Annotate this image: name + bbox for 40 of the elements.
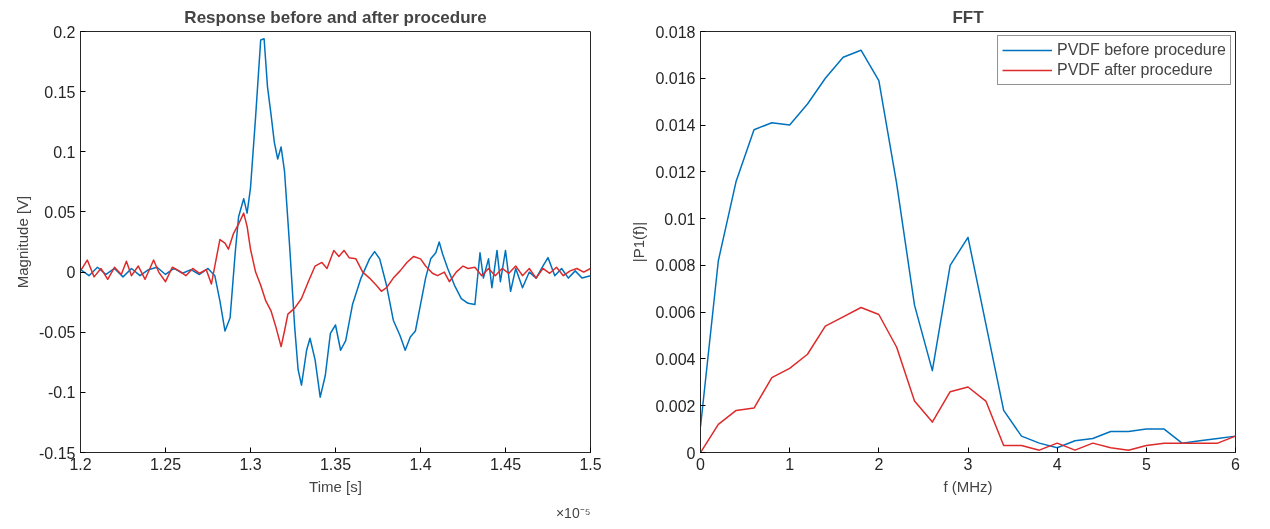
- legend-label: PVDF before procedure: [1057, 41, 1226, 59]
- x-tick-label: 1.25: [149, 455, 182, 473]
- y-tick-label: 0.012: [655, 163, 696, 181]
- x-tick-label: 3: [963, 455, 973, 473]
- y-tick-label: 0.002: [655, 397, 696, 415]
- x-tick-label: 1.5: [579, 455, 602, 473]
- y-axis-title: |P1(f)|: [630, 221, 648, 263]
- y-tick-label: 0: [66, 264, 76, 282]
- x-tick-label: 4: [1052, 455, 1062, 473]
- y-tick-label: -0.05: [39, 324, 76, 342]
- y-tick-label: 0.2: [53, 23, 76, 41]
- legend-label: PVDF after procedure: [1057, 61, 1213, 79]
- y-tick-label: -0.1: [47, 384, 76, 402]
- y-tick-label: 0.004: [655, 350, 696, 368]
- x-axis-title: Time [s]: [309, 477, 362, 495]
- line-series: [80, 212, 591, 348]
- x-axis-title: f (MHz): [943, 477, 993, 495]
- y-tick-label: 0.014: [655, 117, 696, 135]
- y-tick-label: 0.006: [655, 304, 696, 322]
- x-tick-label: 1.4: [409, 455, 432, 473]
- x-tick-label: 5: [1141, 455, 1151, 473]
- y-tick-label: 0.15: [44, 83, 76, 101]
- y-tick-label: 0.1: [53, 143, 76, 161]
- y-tick-label: 0.008: [655, 257, 696, 275]
- y-axis-title: Magnitude [V]: [14, 195, 32, 289]
- chart-title: Response before and after procedure: [184, 7, 487, 27]
- x-tick-label: 6: [1231, 455, 1241, 473]
- y-tick-label: 0.016: [655, 70, 696, 88]
- y-tick-label: 0.018: [655, 23, 696, 41]
- line-series: [80, 37, 591, 398]
- y-tick-label: 0.01: [664, 210, 696, 228]
- x-tick-label: 1.35: [319, 455, 352, 473]
- y-tick-label: 0.05: [44, 203, 76, 221]
- x-tick-label: 1.3: [239, 455, 262, 473]
- x-tick-label: 2: [874, 455, 884, 473]
- chart-title: FFT: [952, 7, 985, 27]
- x-tick-label: 1: [785, 455, 795, 473]
- y-tick-label: 0: [686, 444, 696, 462]
- text: ×10⁻⁵: [555, 504, 591, 521]
- x-tick-label: 1.45: [489, 455, 522, 473]
